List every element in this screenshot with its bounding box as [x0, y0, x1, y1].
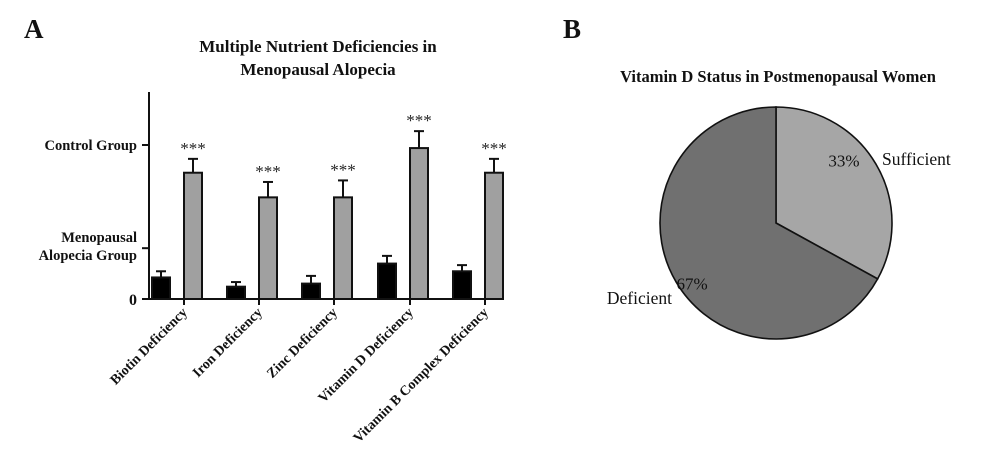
- significance-label: ***: [255, 162, 281, 181]
- x-tick-label: Iron Deficiency: [190, 305, 266, 381]
- x-tick-label: Biotin Deficiency: [108, 305, 191, 388]
- pie-slice-label: Sufficient: [882, 149, 951, 169]
- bar-menopausal-alopecia: [151, 276, 171, 301]
- pie-slice-label: Deficient: [607, 288, 672, 308]
- panel-label-a: A: [24, 14, 44, 44]
- bar-menopausal-alopecia: [301, 282, 321, 301]
- pie-chart-title: Vitamin D Status in Postmenopausal Women: [620, 67, 936, 86]
- bar-chart-title-line-1: Multiple Nutrient Deficiencies in: [199, 37, 437, 56]
- significance-label: ***: [330, 160, 356, 179]
- bar-control: [183, 171, 203, 300]
- pie-slice-deficient: [659, 106, 879, 340]
- bar-control: [258, 196, 278, 300]
- panel-label-b: B: [563, 14, 582, 44]
- bar-chart-title-line-2: Menopausal Alopecia: [240, 60, 396, 79]
- bar-menopausal-alopecia: [377, 262, 397, 300]
- bar-control: [409, 147, 429, 300]
- bar-menopausal-alopecia: [452, 270, 472, 300]
- bar-menopausal-alopecia: [226, 285, 246, 300]
- y-tick-label: Alopecia Group: [39, 248, 137, 264]
- bar-chart: Multiple Nutrient Deficiencies in Menopa…: [39, 37, 507, 446]
- significance-label: ***: [481, 139, 507, 158]
- pie-chart: Vitamin D Status in Postmenopausal Women…: [607, 67, 951, 340]
- significance-label: ***: [406, 111, 432, 130]
- pie-slice-sufficient: [775, 106, 893, 280]
- x-tick-label: Vitamin B Complex Deficiency: [351, 305, 492, 446]
- y-tick-label: Menopausal: [61, 230, 137, 246]
- pie-percent-label: 67%: [677, 275, 708, 294]
- bar-control: [333, 196, 353, 300]
- y-tick-label: 0: [129, 292, 137, 309]
- x-tick-label: Zinc Deficiency: [265, 305, 341, 381]
- significance-label: ***: [180, 139, 206, 158]
- pie-percent-label: 33%: [828, 151, 859, 170]
- y-tick-label: Control Group: [44, 138, 137, 154]
- bar-control: [484, 171, 504, 300]
